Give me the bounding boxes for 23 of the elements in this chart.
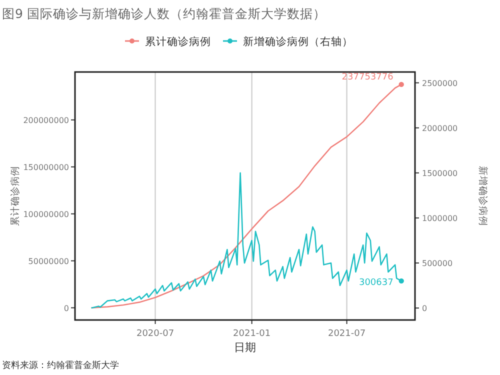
legend-label: 新增确诊病例（右轴） (243, 35, 353, 48)
x-tick-label: 2021-01 (233, 329, 271, 339)
data-label: 300637 (359, 278, 394, 288)
y-tick-label: 0 (64, 304, 69, 313)
y-tick-label: 100000000 (23, 210, 69, 219)
y2-tick-label: 1000000 (422, 214, 458, 223)
y-tick-label: 200000000 (23, 116, 69, 125)
x-axis-title: 日期 (234, 341, 256, 354)
y2-tick-label: 500000 (422, 258, 453, 268)
y-axis-title: 累计确诊病例 (9, 166, 21, 226)
data-label: 237753776 (342, 72, 394, 82)
y-tick-label: 150000000 (23, 162, 69, 172)
y2-tick-label: 1500000 (422, 168, 458, 178)
y2-tick-label: 0 (422, 304, 428, 314)
x-tick-label: 2021-07 (328, 329, 366, 339)
y-tick-label: 50000000 (28, 256, 69, 266)
y2-tick-label: 2000000 (422, 124, 458, 133)
y2-tick-label: 2500000 (422, 78, 458, 88)
x-tick-label: 2020-07 (136, 329, 174, 339)
chart-title: 图9 国际确诊与新增确诊人数（约翰霍普金斯大学数据） (2, 6, 326, 21)
legend-label: 累计确诊病例 (145, 35, 211, 48)
y2-axis-title: 新增确诊病例 (477, 166, 489, 226)
text: 资料来源：约翰霍普金斯大学 (2, 360, 119, 371)
